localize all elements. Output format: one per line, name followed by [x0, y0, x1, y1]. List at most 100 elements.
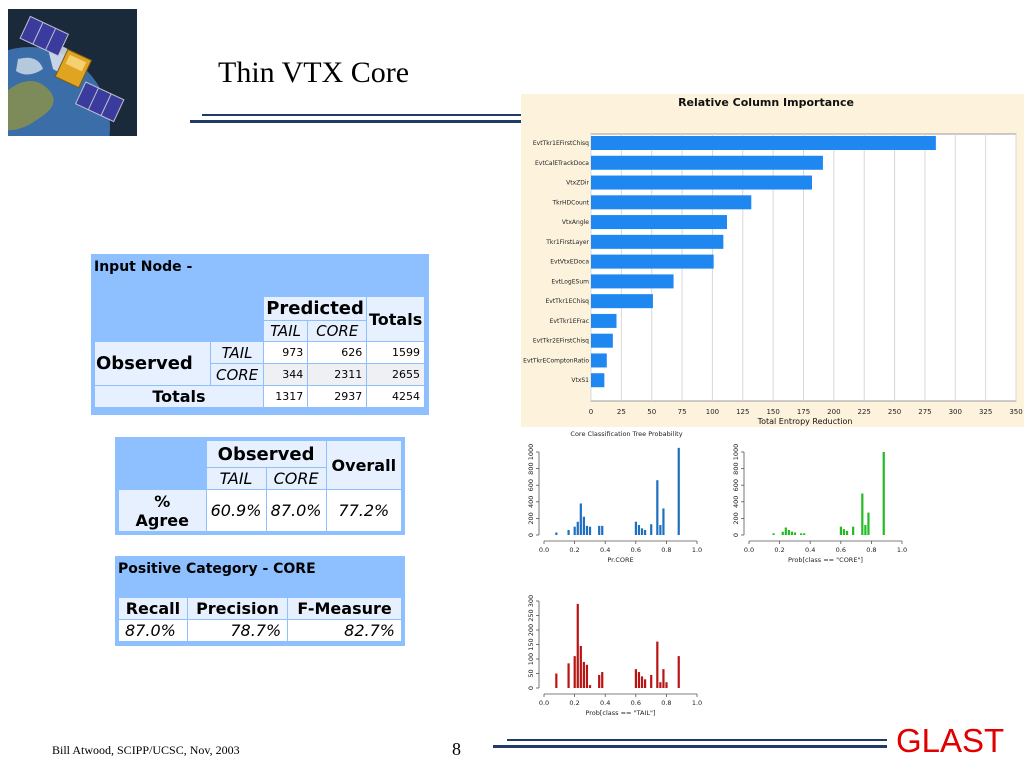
bar	[555, 532, 558, 535]
x-tick-label: 1.0	[897, 546, 907, 554]
bar	[665, 682, 668, 688]
x-tick-label: 0.0	[744, 546, 754, 554]
slide-title: Thin VTX Core	[218, 56, 410, 89]
bar	[656, 480, 659, 535]
bar	[591, 136, 936, 150]
bar	[573, 526, 576, 535]
y-category-label: EvtLogESum	[551, 278, 589, 285]
x-tick-label: 250	[888, 408, 901, 416]
x-tick-label: 0.6	[631, 546, 641, 554]
x-tick-label: 300	[949, 408, 962, 416]
agree-table: Observed Overall TAIL CORE % Agree 60.9%…	[118, 440, 403, 532]
bar	[582, 516, 585, 535]
y-category-label: EvtTkr2EFirstChisq	[533, 338, 589, 345]
x-axis-label: Total Entropy Reduction	[757, 417, 853, 426]
precision-header: Precision	[186, 597, 289, 620]
bar	[800, 533, 803, 535]
bar	[591, 294, 653, 309]
chart-title: Relative Column Importance	[678, 96, 854, 109]
bar	[861, 493, 864, 535]
x-tick-label: 0.4	[600, 546, 610, 554]
y-category-label: EvtTkr1EFirstChisq	[533, 140, 589, 147]
bar	[591, 353, 607, 368]
predicted-header: Predicted	[262, 296, 368, 321]
bar	[591, 175, 812, 190]
x-tick-label: 1.0	[692, 699, 702, 707]
bar	[650, 524, 653, 535]
agree-panel: Observed Overall TAIL CORE % Agree 60.9%…	[115, 437, 405, 535]
fmeasure-header: F-Measure	[287, 597, 402, 620]
input-node-heading: Input Node -	[94, 259, 193, 275]
bar	[582, 661, 585, 688]
y-tick-label: 200	[527, 512, 535, 524]
bar	[781, 531, 784, 535]
bar	[643, 530, 647, 535]
chart-title: Core Classification Tree Probability	[570, 430, 682, 438]
x-tick-label: 0.2	[569, 546, 579, 554]
bar	[591, 195, 752, 210]
bar	[585, 525, 589, 535]
positive-category-panel: Positive Category - CORE Recall Precisio…	[115, 556, 405, 646]
blank-cell	[119, 468, 207, 490]
x-tick-label: 0.0	[539, 546, 549, 554]
agree-row-label-line2: Agree	[135, 510, 189, 530]
bar	[591, 254, 714, 269]
x-tick-label: 350	[1009, 408, 1022, 416]
bar	[852, 526, 855, 535]
y-tick-label: 600	[527, 479, 535, 491]
footer-rule-upper	[507, 739, 887, 741]
bar	[803, 533, 806, 535]
bar	[640, 676, 644, 688]
agree-row-label-line1: %	[154, 491, 171, 511]
cell-core-tail: 344	[262, 363, 309, 386]
bar	[591, 333, 613, 348]
bar	[567, 530, 570, 535]
input-node-panel: Input Node - Predicted Totals TAIL CORE …	[91, 254, 429, 415]
recall-header: Recall	[118, 597, 188, 620]
x-tick-label: 175	[797, 408, 810, 416]
x-tick-label: 0.4	[805, 546, 815, 554]
x-tick-label: 0.6	[631, 699, 641, 707]
x-tick-label: 200	[827, 408, 840, 416]
x-tick-label: 100	[706, 408, 719, 416]
bar	[787, 530, 790, 535]
bar	[659, 682, 662, 688]
x-tick-label: 50	[647, 408, 656, 416]
glast-logo: GLAST	[896, 722, 1005, 759]
y-tick-label: 400	[527, 496, 535, 508]
bar	[579, 503, 582, 535]
y-category-label: VtxAngle	[562, 219, 589, 226]
bar	[864, 525, 867, 535]
x-tick-label: 0.6	[836, 546, 846, 554]
bar	[793, 532, 797, 535]
y-tick-label: 0	[527, 533, 535, 537]
x-tick-label: 325	[979, 408, 992, 416]
x-tick-label: 0.8	[866, 546, 876, 554]
total-core: 2937	[307, 385, 368, 408]
bar	[784, 527, 787, 535]
y-tick-label: 600	[732, 479, 740, 491]
bar	[567, 663, 570, 688]
agree-core-header: CORE	[265, 467, 327, 490]
bar	[634, 521, 637, 535]
x-axis-label: Prob[class == "TAIL"]	[585, 709, 655, 717]
x-tick-label: 0	[589, 408, 593, 416]
title-rule	[190, 120, 535, 123]
bar	[591, 373, 605, 388]
agree-tail-header: TAIL	[205, 467, 267, 490]
blank-cell	[95, 321, 264, 342]
title-rule-upper	[202, 114, 524, 116]
x-tick-label: 25	[617, 408, 626, 416]
bar	[598, 674, 601, 688]
observed-header: Observed	[93, 341, 212, 386]
x-tick-label: 0.4	[600, 699, 610, 707]
y-tick-label: 100	[527, 653, 535, 665]
bar	[573, 656, 576, 688]
y-category-label: VtxS1	[571, 377, 589, 384]
bar	[637, 672, 641, 688]
bar	[662, 508, 665, 535]
y-tick-label: 300	[527, 595, 535, 607]
x-tick-label: 1.0	[692, 546, 702, 554]
page-number: 8	[452, 739, 461, 759]
y-tick-label: 50	[527, 669, 535, 677]
